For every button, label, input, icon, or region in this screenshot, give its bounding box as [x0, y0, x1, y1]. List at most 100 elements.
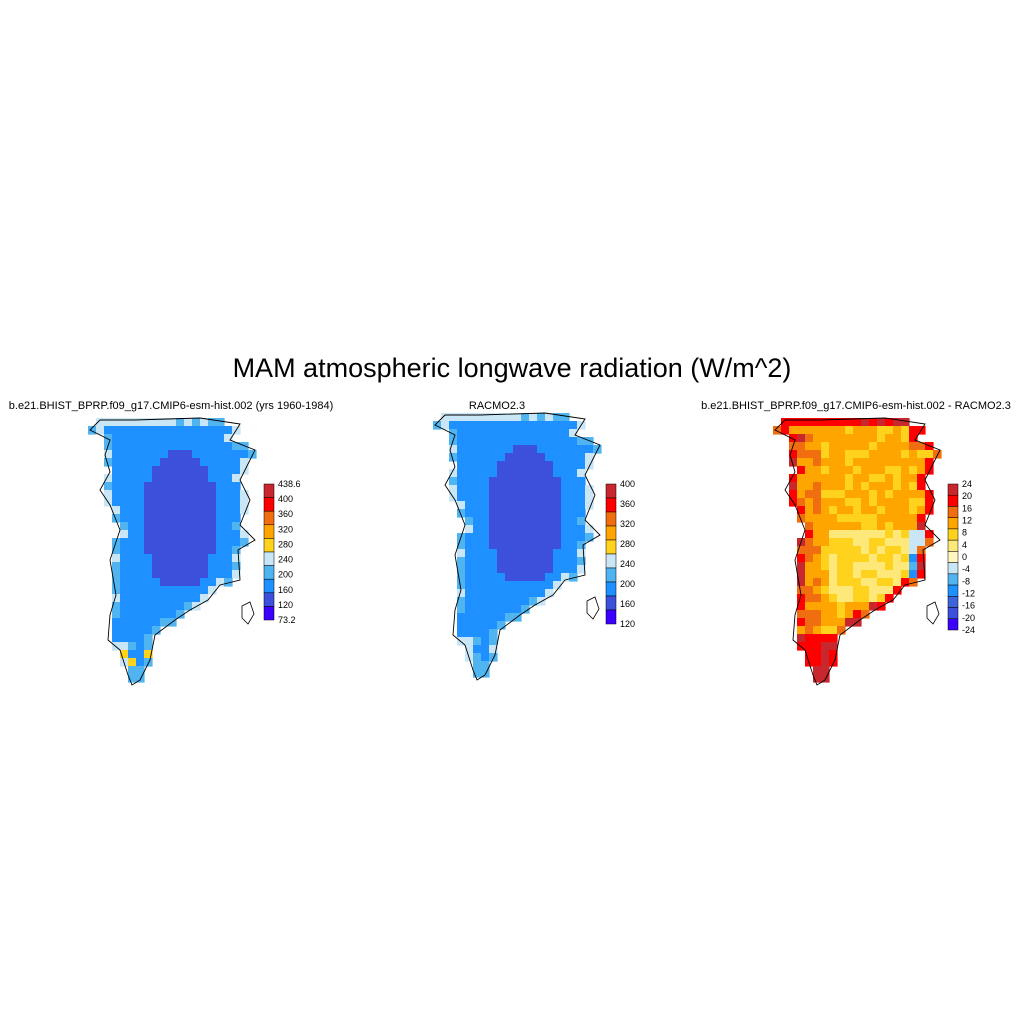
grid-cell	[152, 578, 161, 587]
grid-cell	[813, 490, 822, 499]
grid-cell	[513, 509, 522, 518]
grid-cell	[853, 426, 862, 435]
grid-cell	[192, 578, 201, 587]
grid-cell	[537, 589, 546, 598]
grid-cell	[248, 450, 257, 459]
grid-cell	[821, 538, 830, 547]
grid-cell	[909, 426, 918, 435]
grid-cell	[176, 610, 185, 619]
grid-cell	[569, 461, 578, 470]
grid-cell	[569, 509, 578, 518]
grid-cell	[529, 541, 538, 550]
grid-cell	[869, 522, 878, 531]
grid-cell	[845, 514, 854, 523]
grid-cell	[176, 474, 185, 483]
grid-cell	[909, 482, 918, 491]
grid-cell	[200, 466, 209, 475]
grid-cell	[845, 586, 854, 595]
grid-cell	[128, 498, 137, 507]
grid-cell	[529, 557, 538, 566]
grid-cell	[465, 485, 474, 494]
grid-cell	[537, 469, 546, 478]
grid-cell	[192, 514, 201, 523]
grid-cell	[473, 525, 482, 534]
grid-cell	[112, 426, 121, 435]
grid-cell	[893, 490, 902, 499]
colorbar-swatch	[947, 607, 959, 620]
grid-cell	[877, 482, 886, 491]
grid-cell	[521, 541, 530, 550]
grid-cell	[465, 453, 474, 462]
grid-cell	[521, 517, 530, 526]
grid-cell	[821, 626, 830, 635]
grid-cell	[837, 522, 846, 531]
grid-cell	[216, 450, 225, 459]
grid-cell	[893, 498, 902, 507]
grid-cell	[481, 413, 490, 422]
grid-cell	[805, 458, 814, 467]
grid-cell	[513, 525, 522, 534]
grid-cell	[465, 469, 474, 478]
grid-cell	[176, 586, 185, 595]
grid-cell	[529, 589, 538, 598]
grid-cell	[513, 549, 522, 558]
grid-cell	[144, 522, 153, 531]
grid-cell	[200, 442, 209, 451]
grid-cell	[797, 426, 806, 435]
grid-cell	[497, 605, 506, 614]
grid-cell	[869, 546, 878, 555]
grid-cell	[853, 466, 862, 475]
grid-cell	[457, 541, 466, 550]
grid-cell	[144, 514, 153, 523]
grid-cell	[577, 485, 586, 494]
grid-cell	[869, 442, 878, 451]
grid-cell	[885, 418, 894, 427]
grid-cell	[489, 517, 498, 526]
grid-cell	[489, 565, 498, 574]
grid-cell	[901, 578, 910, 587]
grid-cell	[569, 445, 578, 454]
grid-cell	[136, 570, 145, 579]
grid-cell	[489, 445, 498, 454]
colorbar-swatch	[947, 596, 959, 608]
grid-cell	[829, 538, 838, 547]
grid-cell	[473, 613, 482, 622]
grid-cell	[545, 493, 554, 502]
grid-cell	[521, 557, 530, 566]
grid-cell	[893, 450, 902, 459]
grid-cell	[224, 522, 233, 531]
grid-cell	[481, 421, 490, 430]
grid-cell	[553, 501, 562, 510]
grid-cell	[136, 554, 145, 563]
grid-cell	[112, 602, 121, 611]
field-cells	[88, 418, 257, 683]
grid-cell	[545, 589, 554, 598]
grid-cell	[845, 466, 854, 475]
grid-cell	[837, 490, 846, 499]
grid-cell	[877, 466, 886, 475]
colorbar-tick-label: -24	[962, 625, 975, 635]
grid-cell	[529, 461, 538, 470]
grid-cell	[853, 530, 862, 539]
grid-cell	[128, 450, 137, 459]
grid-cell	[489, 605, 498, 614]
grid-cell	[893, 506, 902, 515]
grid-cell	[152, 498, 161, 507]
grid-cell	[112, 578, 121, 587]
grid-cell	[821, 658, 830, 667]
colorbar-swatch	[947, 494, 959, 507]
grid-cell	[853, 602, 862, 611]
grid-cell	[521, 581, 530, 590]
grid-cell	[200, 562, 209, 571]
grid-cell	[128, 546, 137, 555]
grid-cell	[561, 453, 570, 462]
colorbar-swatch	[263, 483, 275, 498]
grid-cell	[168, 458, 177, 467]
grid-cell	[545, 501, 554, 510]
grid-cell	[128, 482, 137, 491]
colorbar-tick-label: 280	[278, 539, 293, 549]
grid-cell	[489, 493, 498, 502]
grid-cell	[144, 642, 153, 651]
grid-cell	[497, 621, 506, 630]
grid-cell	[893, 570, 902, 579]
